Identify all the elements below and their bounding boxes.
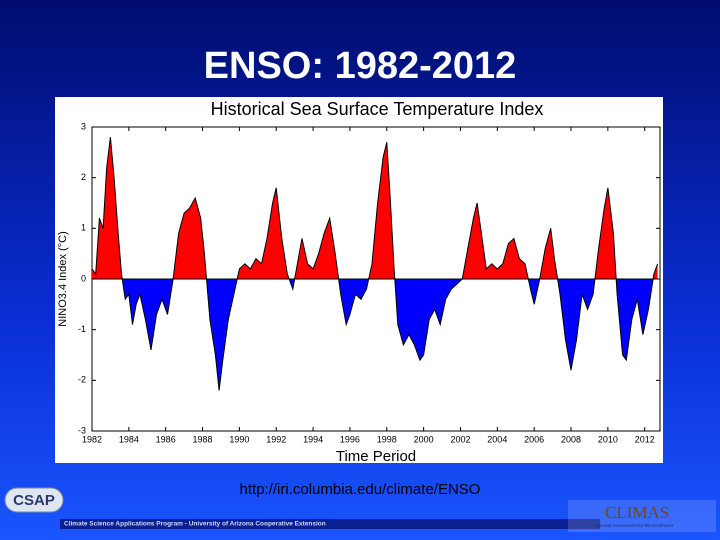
footer-program: Climate Science Applications Program - U… (64, 521, 326, 528)
logo-right-bg (568, 500, 716, 532)
x-tick-label: 2006 (524, 434, 544, 444)
x-tick-label: 2000 (414, 434, 434, 444)
x-tick-label: 1992 (266, 434, 286, 444)
logo-badge (4, 487, 64, 513)
y-tick-label: 3 (81, 121, 86, 131)
x-tick-label: 1988 (193, 434, 213, 444)
positive-area (92, 137, 658, 279)
x-tick-label: 1994 (303, 434, 323, 444)
x-tick-label: 1986 (156, 434, 176, 444)
y-tick-label: 0 (81, 273, 86, 283)
x-tick-label: 1996 (340, 434, 360, 444)
x-tick-label: 1984 (119, 434, 139, 444)
negative-area (92, 279, 658, 391)
x-axis-label: Time Period (336, 448, 416, 465)
y-tick-label: 2 (81, 172, 86, 182)
logo-right: CLIMAS (605, 503, 669, 522)
x-tick-label: 2002 (450, 434, 470, 444)
x-tick-label: 1982 (82, 434, 102, 444)
y-axis-label: NINO3.4 Index (°C) (57, 231, 69, 326)
source-url: http://iri.columbia.edu/climate/ENSO (240, 481, 481, 498)
x-tick-label: 2008 (561, 434, 581, 444)
logo-tagline: Climate Assessment for the Southwest (596, 523, 674, 528)
y-tick-label: -3 (78, 425, 86, 435)
logo-left: CSAP (13, 492, 55, 509)
y-tick-label: 1 (81, 223, 86, 233)
y-tick-label: -1 (78, 324, 86, 334)
x-tick-label: 2010 (598, 434, 618, 444)
slide-title: ENSO: 1982-2012 (204, 45, 517, 87)
footer-band (60, 519, 600, 529)
x-tick-label: 1998 (377, 434, 397, 444)
index-line (91, 137, 659, 391)
chart-title: Historical Sea Surface Temperature Index (211, 99, 544, 119)
x-tick-label: 2004 (487, 434, 507, 444)
x-tick-label: 2012 (635, 434, 655, 444)
x-tick-label: 1990 (229, 434, 249, 444)
y-tick-label: -2 (78, 375, 86, 385)
